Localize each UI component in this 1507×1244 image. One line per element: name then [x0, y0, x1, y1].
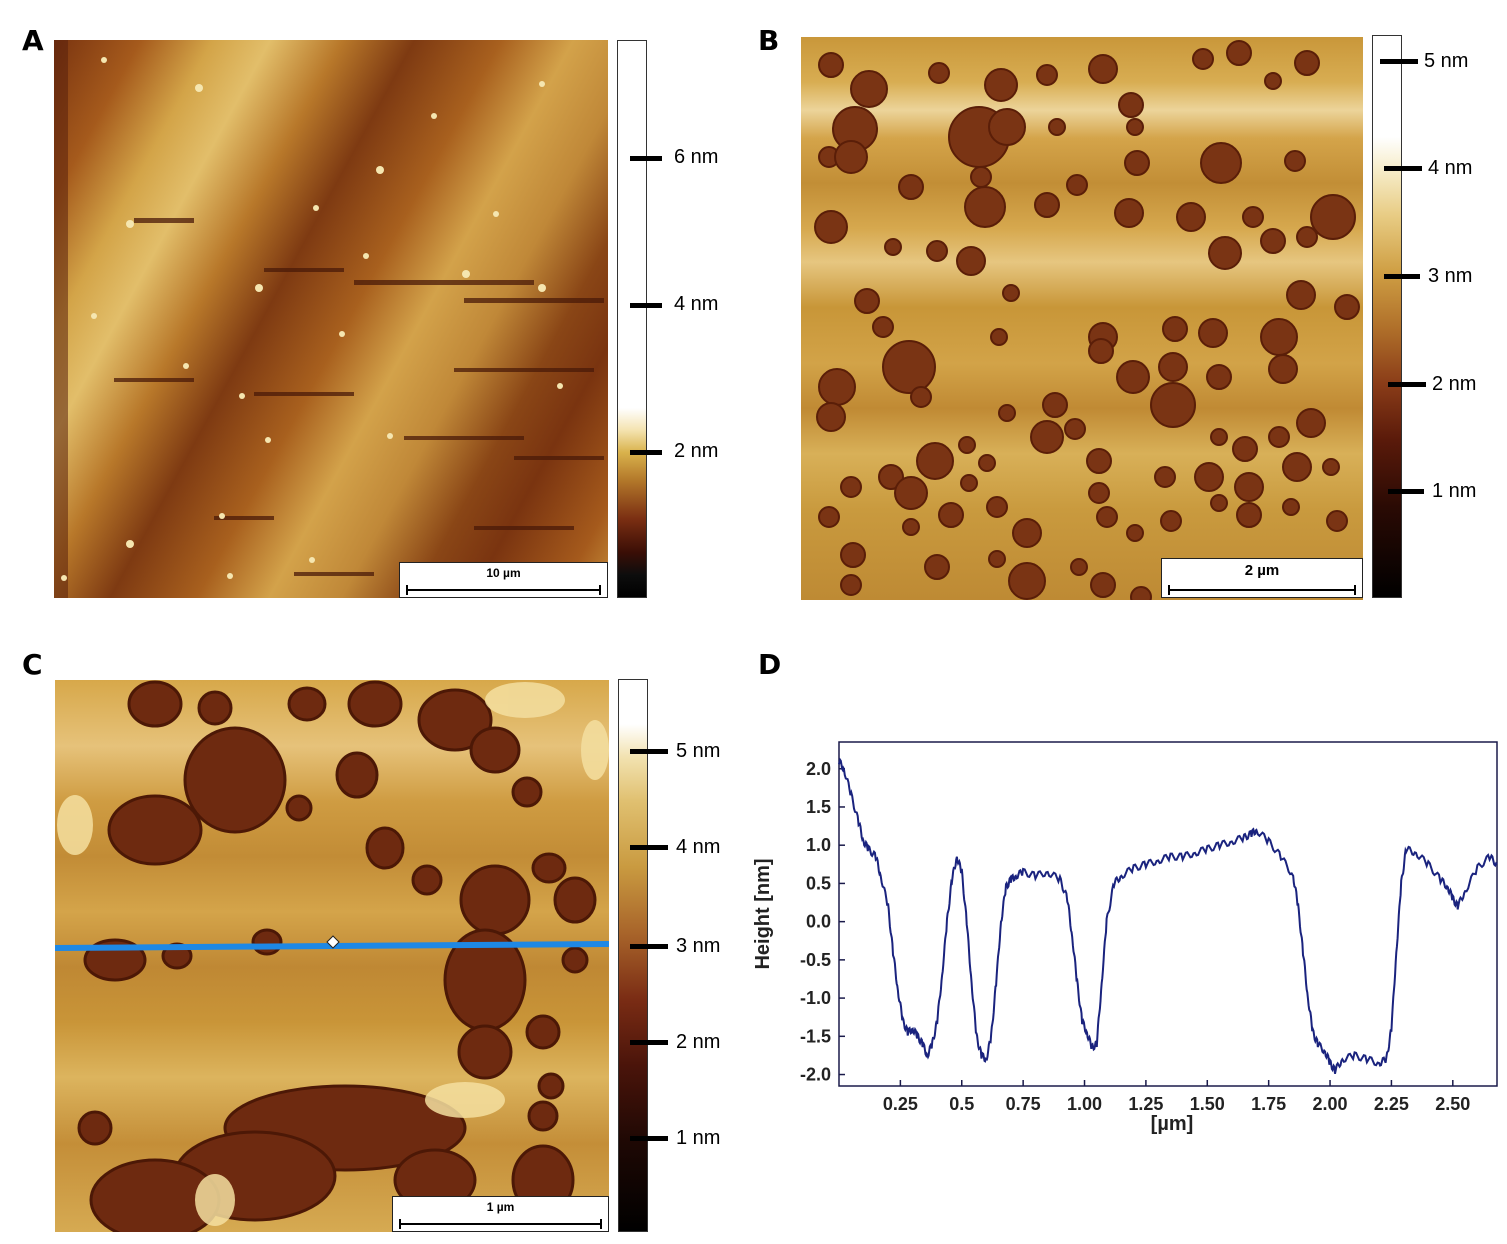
y-tick-label: -2.0	[800, 1065, 831, 1085]
colorbar-c-label-1nm: 1 nm	[676, 1127, 721, 1149]
x-tick-label: 1.25	[1128, 1094, 1163, 1114]
y-tick-label: -1.5	[800, 1026, 831, 1046]
panel-letter-c: C	[22, 648, 43, 681]
colorbar-c-tick-5nm	[630, 749, 668, 754]
colorbar-b	[1372, 35, 1402, 598]
colorbar-c-tick-1nm	[630, 1136, 668, 1141]
x-tick-label: 2.00	[1313, 1094, 1348, 1114]
plot-frame	[838, 741, 1498, 1087]
colorbar-c-label-5nm: 5 nm	[676, 740, 721, 762]
colorbar-c-label-4nm: 4 nm	[676, 836, 721, 858]
colorbar-a-tick-6nm	[630, 156, 662, 161]
y-axis-ticks: 2.0 1.5 1.0 0.5 0.0 -0.5 -1.0 -1.5 -2.0	[800, 759, 845, 1085]
colorbar-b-tick-2nm	[1388, 382, 1426, 387]
colorbar-b-label-4nm: 4 nm	[1428, 157, 1473, 179]
height-profile-line	[838, 757, 1498, 1074]
colorbar-b-label-3nm: 3 nm	[1428, 265, 1473, 287]
colorbar-a-tick-4nm	[630, 303, 662, 308]
x-axis-ticks: 0.25 0.5 0.75 1.00 1.25 1.50 1.75 2.00 2.25 2.50	[883, 1080, 1470, 1114]
colorbar-a-label-4nm: 4 nm	[674, 293, 719, 315]
colorbar-b-label-1nm: 1 nm	[1432, 480, 1477, 502]
x-tick-label: 0.25	[883, 1094, 918, 1114]
scale-bar-a-line	[406, 585, 601, 595]
scale-bar-c-line	[399, 1219, 602, 1229]
y-tick-label: -0.5	[800, 950, 831, 970]
y-tick-label: 1.5	[806, 797, 831, 817]
scale-bar-c-label: 1 µm	[486, 1200, 515, 1214]
colorbar-c-tick-3nm	[630, 944, 668, 949]
height-profile-chart: 2.01.51.00.50.0-0.5-1.0-1.5-2.0 0.25 0.5 0…	[752, 741, 1498, 1135]
y-tick-label: -1.0	[800, 988, 831, 1008]
scale-bar-a: 10 µm	[399, 562, 608, 598]
x-tick-label: 1.50	[1190, 1094, 1225, 1114]
colorbar-c-tick-4nm	[630, 845, 668, 850]
afm-image-c	[55, 680, 609, 1232]
y-tick-label: 0.0	[806, 912, 831, 932]
x-axis-label: [µm]	[1151, 1113, 1194, 1135]
y-tick-label: 1.0	[806, 835, 831, 855]
colorbar-b-tick-3nm	[1384, 274, 1420, 279]
x-tick-label: 1.00	[1067, 1094, 1102, 1114]
y-tick-label: 2.0	[806, 759, 831, 779]
colorbar-a-label-6nm: 6 nm	[674, 146, 719, 168]
colorbar-b-label-5nm: 5 nm	[1424, 50, 1469, 72]
scale-bar-b-label: 2 µm	[1244, 562, 1280, 579]
colorbar-b-tick-4nm	[1384, 166, 1422, 171]
colorbar-c	[618, 679, 648, 1232]
x-tick-label: 0.75	[1006, 1094, 1041, 1114]
panel-letter-b: B	[758, 24, 780, 57]
x-tick-label: 0.5	[949, 1094, 974, 1114]
colorbar-c-tick-2nm	[630, 1040, 668, 1045]
panel-letter-d: D	[758, 648, 782, 681]
scale-bar-b-line	[1168, 585, 1356, 595]
x-tick-label: 2.50	[1435, 1094, 1470, 1114]
colorbar-b-label-2nm: 2 nm	[1432, 373, 1477, 395]
colorbar-b-tick-1nm	[1388, 489, 1424, 494]
scale-bar-b: 2 µm	[1161, 558, 1363, 598]
colorbar-c-label-2nm: 2 nm	[676, 1031, 721, 1053]
scale-bar-c: 1 µm	[392, 1196, 609, 1232]
afm-image-b	[801, 37, 1363, 600]
colorbar-a	[617, 40, 647, 598]
colorbar-b-tick-5nm	[1380, 59, 1418, 64]
colorbar-a-label-2nm: 2 nm	[674, 440, 719, 462]
afm-image-a	[54, 40, 608, 598]
x-tick-label: 2.25	[1374, 1094, 1409, 1114]
x-tick-label: 1.75	[1251, 1094, 1286, 1114]
y-tick-label: 0.5	[806, 873, 831, 893]
colorbar-a-tick-2nm	[630, 450, 662, 455]
y-axis-label: Height [nm]	[752, 858, 774, 969]
colorbar-c-label-3nm: 3 nm	[676, 935, 721, 957]
panel-letter-a: A	[22, 24, 44, 57]
scale-bar-a-label: 10 µm	[486, 566, 521, 580]
